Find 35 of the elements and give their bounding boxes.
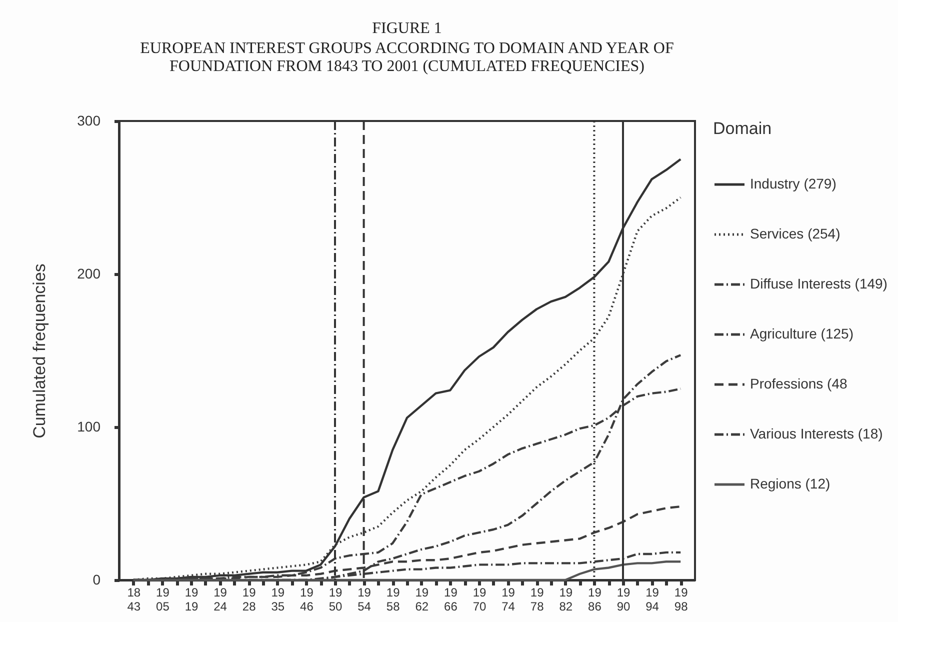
chart-title: FIGURE 1 bbox=[372, 20, 442, 37]
x-tick-label: 1950 bbox=[328, 586, 342, 614]
y-axis-title: Cumulated frequencies bbox=[30, 264, 50, 438]
x-tick-label: 1928 bbox=[242, 586, 256, 614]
x-tick-label: 1924 bbox=[214, 586, 228, 614]
y-tick-label: 300 bbox=[77, 112, 101, 128]
x-tick-label: 1946 bbox=[300, 586, 314, 614]
y-tick-label: 0 bbox=[92, 572, 101, 588]
chart-subtitle: EUROPEAN INTEREST GROUPS ACCORDING TO DOMAIN AND YEAR OF FOUNDATION FROM 1843 TO 2001 (CUMULATED FREQUENCIES) bbox=[140, 40, 674, 75]
x-tick-label: 1994 bbox=[646, 586, 660, 614]
x-tick-label: 1982 bbox=[559, 586, 573, 614]
x-tick-label: 1919 bbox=[184, 586, 198, 614]
legend-label: Agriculture (125) bbox=[750, 326, 854, 342]
y-tick-label: 200 bbox=[77, 266, 101, 282]
legend-label: Services (254) bbox=[750, 226, 840, 242]
x-tick-label: 1990 bbox=[616, 586, 630, 614]
legend-label: Diffuse Interests (149) bbox=[750, 276, 888, 292]
legend-title: Domain bbox=[713, 119, 772, 138]
x-tick-label: 1998 bbox=[674, 586, 688, 614]
legend-label: Professions (48 bbox=[750, 376, 848, 392]
legend-label: Various Interests (18) bbox=[750, 426, 883, 442]
x-tick-label: 1978 bbox=[530, 586, 544, 614]
legend-label: Regions (12) bbox=[750, 476, 830, 492]
x-tick-label: 1905 bbox=[156, 586, 170, 614]
legend-label: Industry (279) bbox=[750, 176, 836, 192]
x-tick-label: 1843 bbox=[127, 586, 141, 614]
x-tick-label: 1935 bbox=[271, 586, 285, 614]
x-tick-label: 1974 bbox=[502, 586, 516, 614]
y-tick-label: 100 bbox=[77, 418, 101, 434]
x-tick-label: 1962 bbox=[415, 586, 429, 614]
x-tick-label: 1986 bbox=[588, 586, 602, 614]
x-tick-label: 1966 bbox=[444, 586, 458, 614]
x-tick-label: 1958 bbox=[386, 586, 400, 614]
x-tick-label: 1954 bbox=[358, 586, 372, 614]
x-tick-label: 1970 bbox=[472, 586, 486, 614]
